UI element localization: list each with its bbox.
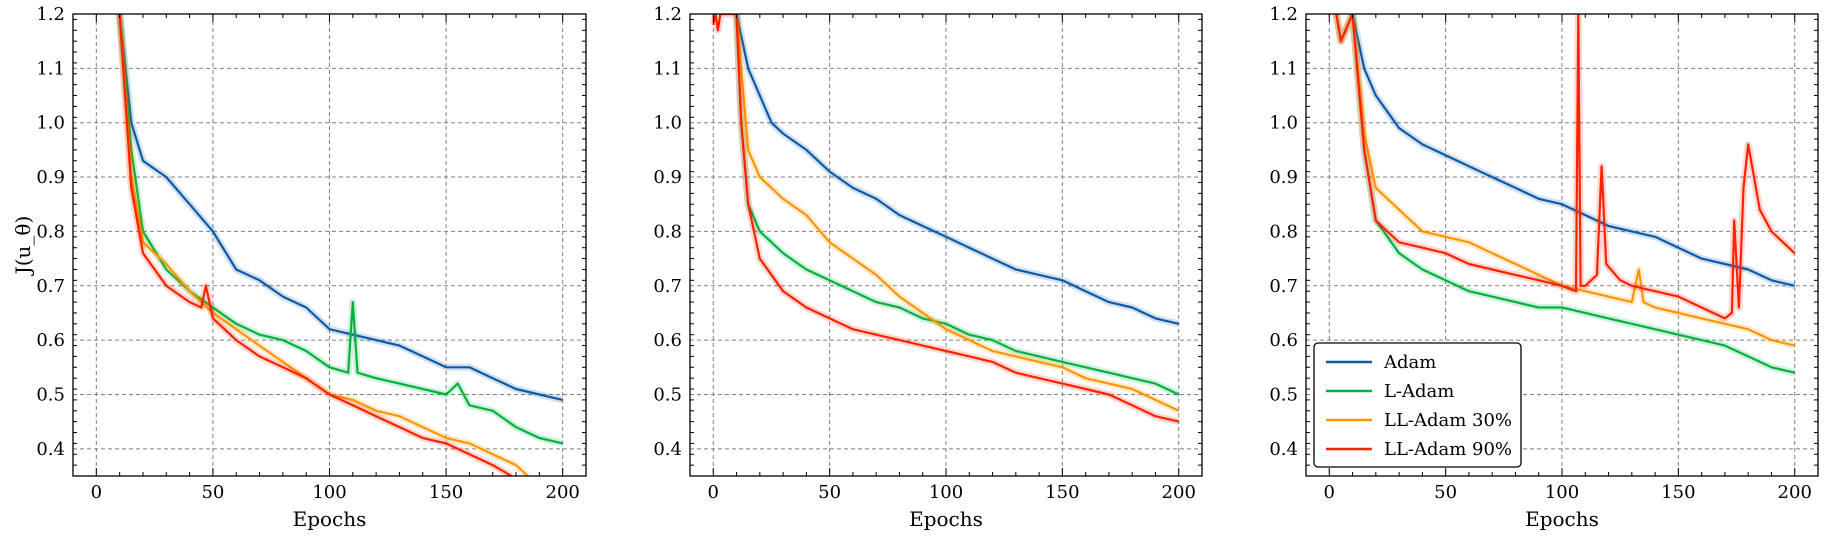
series-line-ll-adam-90- bbox=[118, 14, 512, 476]
y-tick-label: 0.7 bbox=[36, 276, 65, 297]
y-tick-label: 0.4 bbox=[1269, 439, 1298, 460]
series-band-ll-adam-30- bbox=[1332, 14, 1796, 350]
y-tick-label: 1.2 bbox=[653, 4, 682, 25]
x-axis-label: Epochs bbox=[293, 507, 367, 531]
legend: Adam L-Adam LL-Adam 30% LL-Adam 90% bbox=[1313, 342, 1522, 468]
y-tick-label: 0.9 bbox=[653, 167, 682, 188]
series-band-adam bbox=[116, 14, 564, 404]
y-tick-label: 1.1 bbox=[1269, 58, 1298, 79]
x-tick-label: 50 bbox=[1434, 482, 1457, 503]
series-line-ll-adam-30- bbox=[735, 14, 1180, 412]
series-line-adam bbox=[1351, 14, 1795, 287]
x-axis-label: Epochs bbox=[909, 507, 983, 531]
y-tick-label: 0.6 bbox=[653, 330, 682, 351]
x-tick-label: 50 bbox=[201, 482, 224, 503]
series-line-adam bbox=[118, 14, 563, 401]
y-tick-label: 0.5 bbox=[36, 384, 65, 405]
series-line-ll-adam-90- bbox=[712, 14, 1179, 423]
x-tick-label: 0 bbox=[91, 482, 102, 503]
y-tick-label: 0.7 bbox=[1269, 276, 1298, 297]
series-band-ll-adam-90- bbox=[116, 14, 514, 476]
y-tick-label: 1.2 bbox=[1269, 4, 1298, 25]
x-tick-label: 200 bbox=[546, 482, 580, 503]
y-tick-label: 0.8 bbox=[653, 221, 682, 242]
y-tick-label: 1.0 bbox=[36, 113, 65, 134]
y-tick-label: 0.8 bbox=[36, 221, 65, 242]
y-axis-label: J(u_θ) bbox=[11, 216, 35, 277]
legend-label: LL-Adam 30% bbox=[1384, 410, 1512, 431]
legend-label: LL-Adam 90% bbox=[1384, 439, 1512, 460]
x-tick-label: 150 bbox=[429, 482, 463, 503]
y-tick-label: 0.5 bbox=[1269, 384, 1298, 405]
x-tick-label: 100 bbox=[312, 482, 346, 503]
series-line-ll-adam-30- bbox=[1335, 14, 1795, 347]
panel-right: 0 50 100 150 200 0.4 0.5 0.6 0.7 0.8 0.9 1.0 1.1 1.2 E… bbox=[1269, 4, 1819, 531]
y-tick-label: 0.9 bbox=[36, 167, 65, 188]
x-tick-label: 200 bbox=[1162, 482, 1196, 503]
y-tick-label: 1.1 bbox=[36, 58, 65, 79]
series-line-adam bbox=[735, 14, 1179, 325]
x-tick-label: 150 bbox=[1045, 482, 1079, 503]
y-tick-label: 1.2 bbox=[36, 4, 65, 25]
x-tick-label: 150 bbox=[1661, 482, 1695, 503]
x-tick-label: 0 bbox=[1324, 482, 1335, 503]
panel-left: 0 50 100 150 200 0.4 0.5 0.6 0.7 0.8 0.9 1.0 1.1 1.2 E… bbox=[11, 4, 587, 531]
panel-middle: 0 50 100 150 200 0.4 0.5 0.6 0.7 0.8 0.9 1.0 1.1 1.2 E… bbox=[653, 4, 1203, 531]
x-tick-label: 100 bbox=[929, 482, 963, 503]
y-tick-label: 0.4 bbox=[36, 439, 65, 460]
x-tick-label: 100 bbox=[1545, 482, 1579, 503]
series-band-adam bbox=[733, 14, 1180, 328]
y-tick-label: 0.5 bbox=[653, 384, 682, 405]
x-tick-label: 200 bbox=[1778, 482, 1812, 503]
y-tick-label: 0.7 bbox=[653, 276, 682, 297]
y-tick-label: 0.6 bbox=[1269, 330, 1298, 351]
y-tick-label: 1.0 bbox=[653, 113, 682, 134]
y-tick-label: 0.6 bbox=[36, 330, 65, 351]
x-axis-label: Epochs bbox=[1525, 507, 1599, 531]
y-tick-label: 1.1 bbox=[653, 58, 682, 79]
legend-box bbox=[1313, 342, 1522, 468]
y-tick-label: 0.9 bbox=[1269, 167, 1298, 188]
x-tick-label: 0 bbox=[708, 482, 719, 503]
legend-label: L-Adam bbox=[1384, 381, 1454, 402]
series-band-ll-adam-90- bbox=[1332, 14, 1798, 322]
y-tick-label: 0.4 bbox=[653, 439, 682, 460]
legend-label: Adam bbox=[1383, 352, 1436, 373]
y-tick-label: 1.0 bbox=[1269, 113, 1298, 134]
series-line-ll-adam-90- bbox=[1335, 14, 1796, 320]
x-tick-label: 50 bbox=[818, 482, 841, 503]
y-tick-label: 0.8 bbox=[1269, 221, 1298, 242]
